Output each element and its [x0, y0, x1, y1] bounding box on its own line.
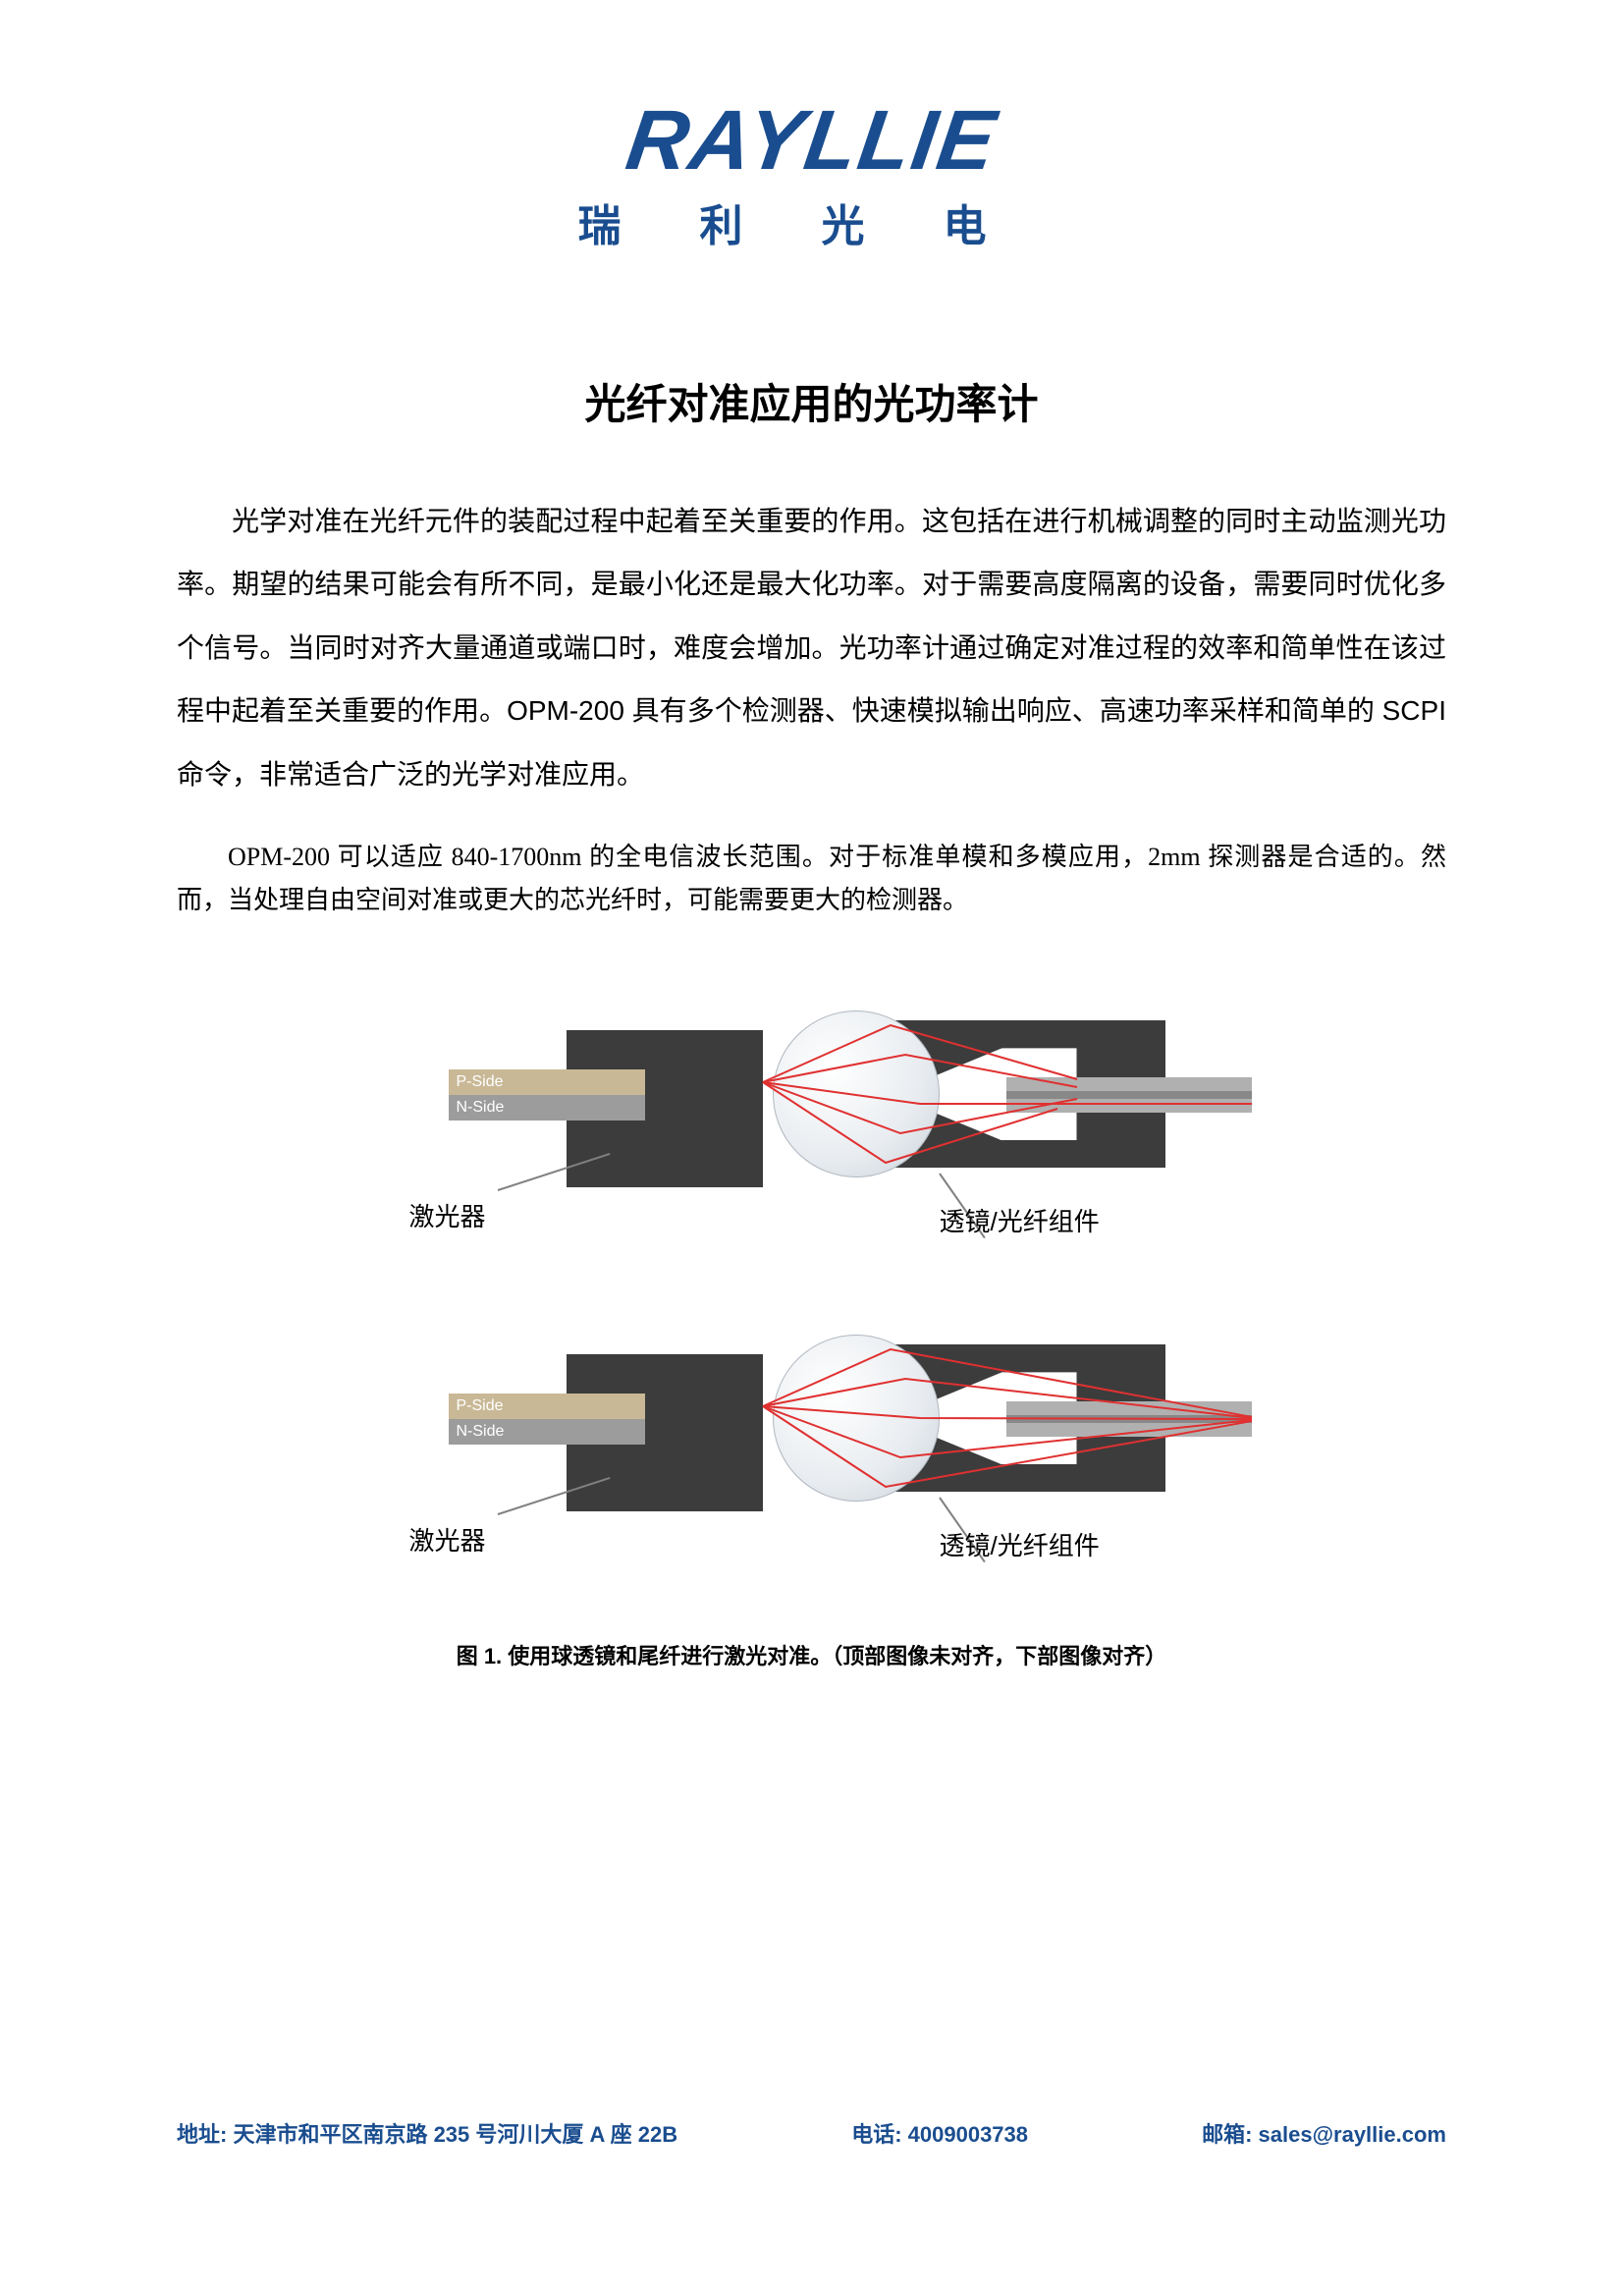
paragraph-1: 光学对准在光纤元件的装配过程中起着至关重要的作用。这包括在进行机械调整的同时主动…	[177, 490, 1446, 806]
lens-label: 透镜/光纤组件	[940, 1526, 1100, 1562]
email-value: sales@rayllie.com	[1259, 2122, 1446, 2147]
fiber-core	[1006, 1091, 1252, 1099]
figure-1: P-Side N-Side 激光器 透镜/光纤组件 P-Side N-Side	[177, 971, 1446, 1670]
footer-phone: 电话: 4009003738	[851, 2117, 1028, 2149]
figure-caption: 图 1. 使用球透镜和尾纤进行激光对准。（顶部图像未对齐，下部图像对齐）	[457, 1639, 1167, 1670]
logo: RAYLLIE 瑞利光电	[177, 98, 1446, 253]
phone-value: 4009003738	[908, 2122, 1028, 2147]
ball-lens	[773, 1335, 940, 1502]
laser-label: 激光器	[409, 1521, 486, 1558]
footer: 地址: 天津市和平区南京路 235 号河川大厦 A 座 22B 电话: 4009…	[177, 2117, 1446, 2149]
lens-label: 透镜/光纤组件	[940, 1202, 1100, 1238]
laser-label: 激光器	[409, 1197, 486, 1233]
diagram-aligned: P-Side N-Side 激光器 透镜/光纤组件	[370, 1295, 1254, 1570]
p-side-label: P-Side	[449, 1069, 645, 1095]
address-value: 天津市和平区南京路 235 号河川大厦 A 座 22B	[233, 2122, 677, 2147]
footer-address: 地址: 天津市和平区南京路 235 号河川大厦 A 座 22B	[177, 2117, 677, 2149]
n-side-label: N-Side	[449, 1095, 645, 1121]
fiber-core	[1006, 1415, 1252, 1423]
paragraph-2: OPM-200 可以适应 840-1700nm 的全电信波长范围。对于标准单模和…	[177, 836, 1446, 922]
page-title: 光纤对准应用的光功率计	[177, 371, 1446, 431]
ball-lens	[773, 1011, 940, 1177]
phone-label: 电话:	[851, 2122, 901, 2147]
n-side-label: N-Side	[449, 1419, 645, 1445]
diagram-misaligned: P-Side N-Side 激光器 透镜/光纤组件	[370, 971, 1254, 1246]
footer-email: 邮箱: sales@rayllie.com	[1202, 2117, 1446, 2149]
address-label: 地址:	[177, 2122, 227, 2147]
email-label: 邮箱:	[1202, 2122, 1252, 2147]
logo-main-text: RAYLLIE	[552, 98, 1070, 183]
p-side-label: P-Side	[449, 1394, 645, 1419]
logo-sub-text: 瑞利光电	[559, 191, 1065, 253]
